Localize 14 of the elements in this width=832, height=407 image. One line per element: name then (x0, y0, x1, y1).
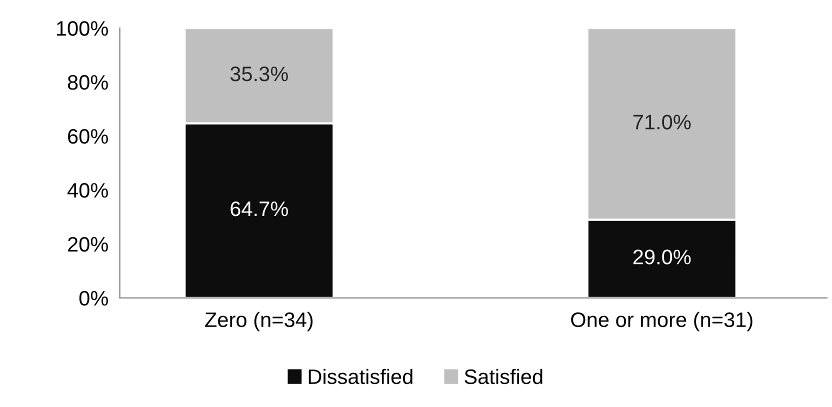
legend-label: Dissatisfied (308, 368, 412, 384)
x-tick-label: One or more (n=31) (571, 312, 752, 332)
y-tick-label: 0% (79, 290, 108, 306)
y-tick-label: 100% (57, 21, 108, 36)
y-tick-label: 80% (68, 75, 108, 90)
data-label: 64.7% (230, 201, 288, 216)
y-tick-label: 40% (67, 182, 108, 198)
data-label: 29.0% (633, 250, 691, 264)
data-label: 71.0% (633, 114, 691, 130)
y-tick-label: 60% (68, 129, 108, 144)
x-tick-label: Zero (n=34) (205, 312, 313, 332)
legend-label: Satisfied (464, 368, 542, 384)
y-tick-label: 20% (68, 236, 108, 252)
data-label: 35.3% (230, 66, 288, 82)
